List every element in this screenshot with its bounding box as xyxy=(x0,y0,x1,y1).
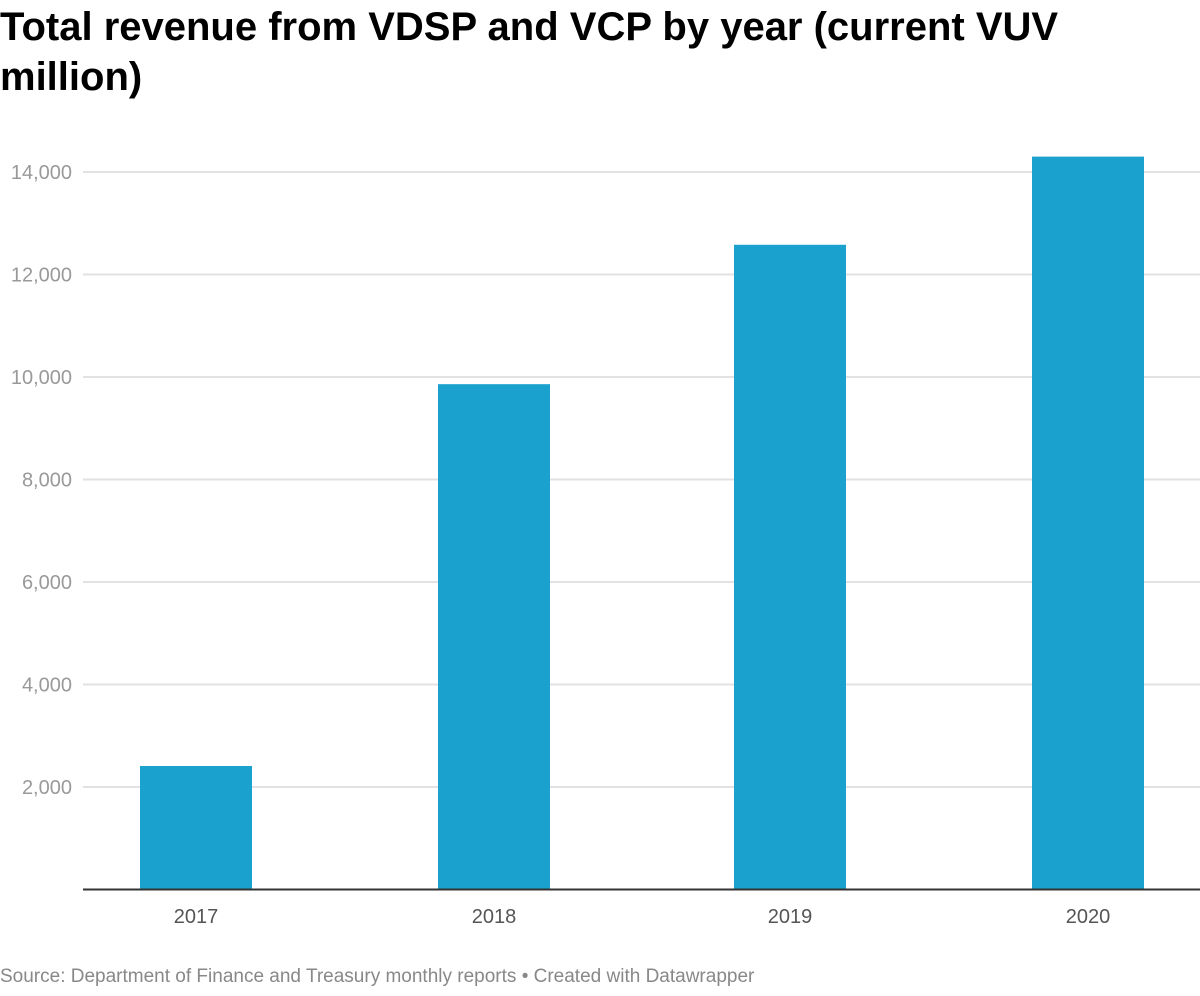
x-tick-label: 2019 xyxy=(768,906,813,928)
bar-2017 xyxy=(140,765,252,890)
y-tick-label: 4,000 xyxy=(22,675,72,697)
x-tick-label: 2018 xyxy=(472,906,517,928)
bar-chart: 2,000 4,000 6,000 8,000 10,000 12,000 14,000 20… xyxy=(11,156,1200,928)
y-tick-label: 14,000 xyxy=(11,162,72,184)
x-tick-label: 2020 xyxy=(1066,906,1111,928)
bar-2018 xyxy=(438,384,550,890)
y-tick-label: 2,000 xyxy=(22,777,72,799)
y-tick-label: 6,000 xyxy=(22,572,72,594)
y-tick-label: 8,000 xyxy=(22,470,72,492)
y-tick-label: 12,000 xyxy=(11,265,72,287)
x-tick-label: 2017 xyxy=(174,906,219,928)
bar-2019 xyxy=(734,244,846,890)
bar-2020 xyxy=(1032,156,1144,890)
source-footer: Source: Department of Finance and Treasu… xyxy=(0,966,755,987)
y-tick-label: 10,000 xyxy=(11,367,72,389)
chart-title: Total revenue from VDSP and VCP by year … xyxy=(0,5,1059,99)
